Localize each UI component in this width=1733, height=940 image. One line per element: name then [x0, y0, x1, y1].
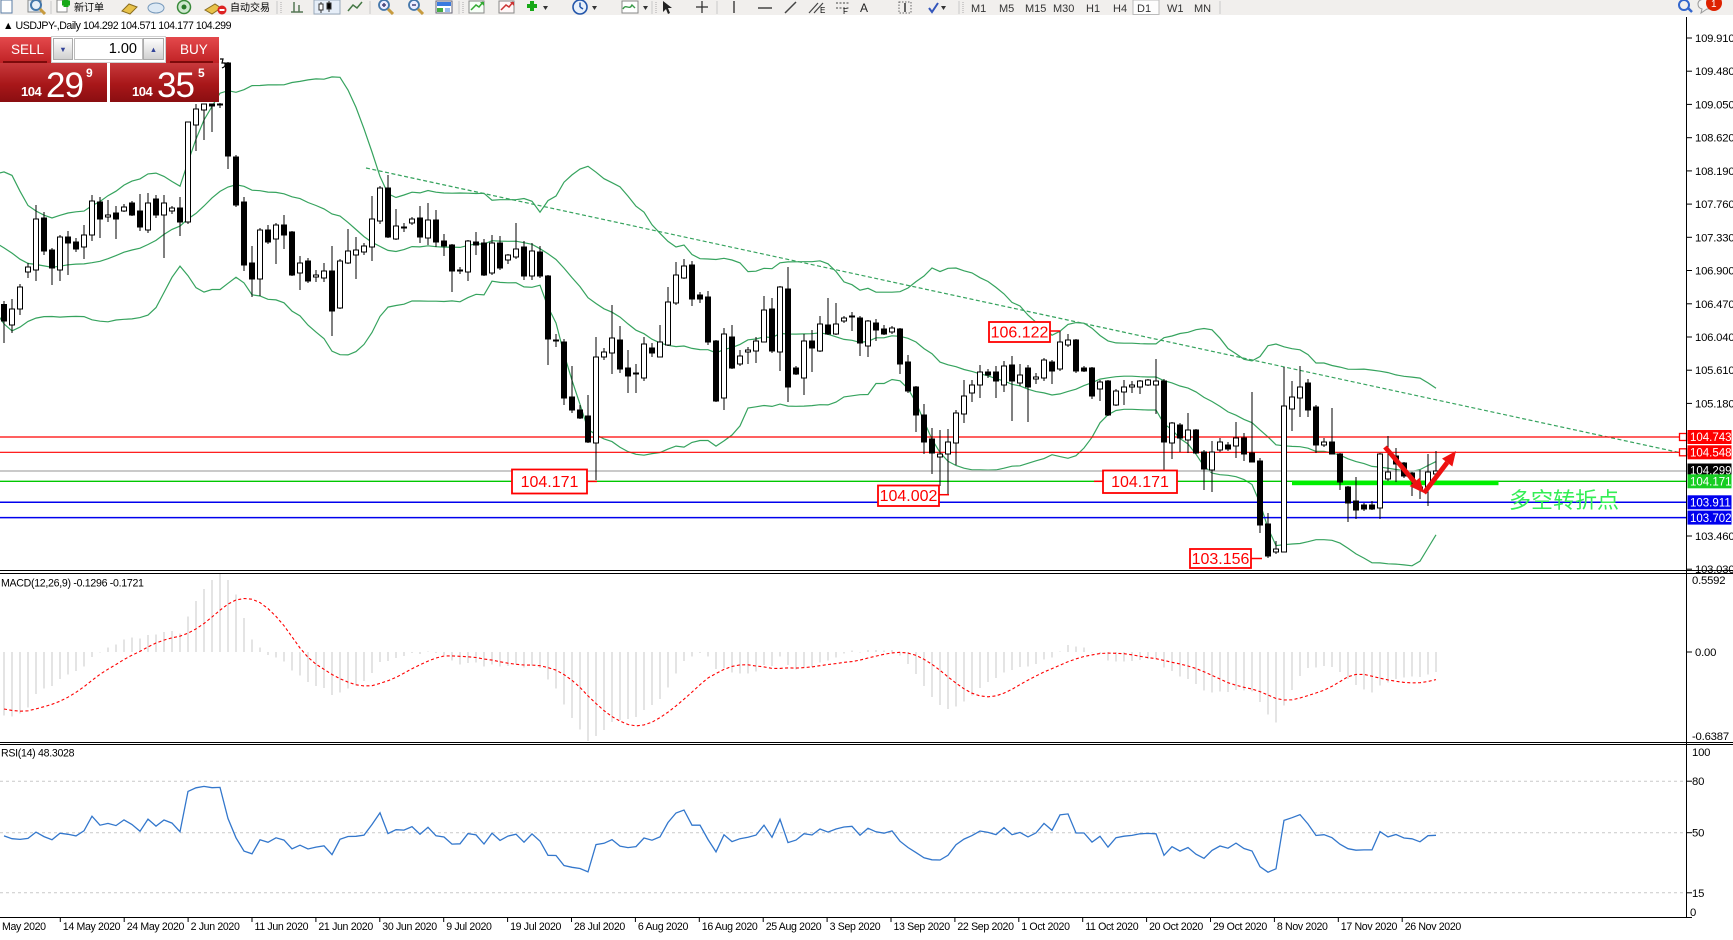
svg-text:MACD(12,26,9) -0.1296 -0.1721: MACD(12,26,9) -0.1296 -0.1721	[1, 578, 144, 590]
svg-text:0: 0	[1690, 907, 1696, 919]
svg-text:24 May 2020: 24 May 2020	[127, 921, 185, 933]
svg-text:D1: D1	[1137, 3, 1151, 15]
svg-text:新订单: 新订单	[74, 1, 104, 14]
svg-text:105.610: 105.610	[1695, 365, 1733, 377]
svg-text:109.480: 109.480	[1695, 66, 1733, 78]
svg-text:104.548: 104.548	[1690, 448, 1732, 460]
svg-text:107.760: 107.760	[1695, 199, 1733, 211]
svg-text:▲ USDJPY-,Daily 104.292 104.5: ▲ USDJPY-,Daily 104.292 104.571 104.177 …	[3, 20, 232, 32]
svg-text:E: E	[820, 6, 825, 15]
svg-text:100: 100	[1692, 747, 1710, 759]
svg-text:MN: MN	[1194, 3, 1211, 15]
svg-text:3 Sep 2020: 3 Sep 2020	[830, 921, 881, 933]
svg-text:11 Jun 2020: 11 Jun 2020	[255, 921, 309, 933]
svg-text:6 Aug 2020: 6 Aug 2020	[638, 921, 689, 933]
svg-text:104.743: 104.743	[1690, 432, 1732, 444]
svg-text:106.122: 106.122	[991, 325, 1049, 342]
svg-text:1 Oct 2020: 1 Oct 2020	[1021, 921, 1070, 933]
svg-text:0.00: 0.00	[1695, 647, 1716, 659]
svg-text:28 Jul 2020: 28 Jul 2020	[574, 921, 625, 933]
svg-text:19 Jul 2020: 19 Jul 2020	[510, 921, 561, 933]
svg-text:A: A	[860, 1, 868, 15]
svg-text:F: F	[843, 7, 848, 15]
svg-text:25 Aug 2020: 25 Aug 2020	[766, 921, 822, 933]
svg-text:21 Jun 2020: 21 Jun 2020	[318, 921, 373, 933]
svg-text:M5: M5	[999, 3, 1014, 15]
svg-text:50: 50	[1692, 828, 1704, 840]
svg-text:107.330: 107.330	[1695, 232, 1733, 244]
svg-text:H4: H4	[1113, 3, 1127, 15]
svg-text:M15: M15	[1025, 3, 1046, 15]
svg-text:9 Jul 2020: 9 Jul 2020	[446, 921, 492, 933]
svg-text:11 Oct 2020: 11 Oct 2020	[1085, 921, 1139, 933]
svg-text:H1: H1	[1086, 3, 1100, 15]
svg-text:May 2020: May 2020	[2, 921, 46, 933]
svg-text:106.040: 106.040	[1695, 332, 1733, 344]
svg-text:8 Nov 2020: 8 Nov 2020	[1277, 921, 1328, 933]
svg-text:104.171: 104.171	[1111, 474, 1169, 491]
svg-text:14 May 2020: 14 May 2020	[63, 921, 121, 933]
svg-text:26 Nov 2020: 26 Nov 2020	[1405, 921, 1462, 933]
svg-text:多空转折点: 多空转折点	[1509, 488, 1619, 513]
svg-text:22 Sep 2020: 22 Sep 2020	[957, 921, 1014, 933]
svg-text:1: 1	[1711, 0, 1717, 10]
svg-text:106.470: 106.470	[1695, 299, 1733, 311]
svg-text:108.190: 108.190	[1695, 166, 1733, 178]
svg-text:自动交易: 自动交易	[230, 1, 270, 14]
svg-text:M1: M1	[971, 3, 986, 15]
svg-text:2 Jun 2020: 2 Jun 2020	[191, 921, 240, 933]
svg-text:109.050: 109.050	[1695, 99, 1733, 111]
svg-text:16 Aug 2020: 16 Aug 2020	[702, 921, 758, 933]
svg-text:104.171: 104.171	[521, 474, 579, 491]
svg-text:103.156: 103.156	[1192, 551, 1250, 568]
svg-text:103.911: 103.911	[1690, 498, 1731, 510]
svg-text:0.5592: 0.5592	[1692, 575, 1725, 587]
svg-text:M30: M30	[1053, 3, 1074, 15]
svg-text:20 Oct 2020: 20 Oct 2020	[1149, 921, 1203, 933]
svg-text:RSI(14) 48.3028: RSI(14) 48.3028	[1, 748, 75, 760]
svg-text:13 Sep 2020: 13 Sep 2020	[894, 921, 951, 933]
svg-text:104.002: 104.002	[880, 488, 938, 505]
svg-text:15: 15	[1692, 888, 1704, 900]
svg-text:104.171: 104.171	[1690, 477, 1732, 489]
svg-text:W1: W1	[1167, 3, 1184, 15]
svg-text:103.030: 103.030	[1695, 564, 1733, 576]
svg-text:-0.6387: -0.6387	[1692, 731, 1729, 743]
svg-text:103.702: 103.702	[1690, 513, 1732, 525]
svg-text:80: 80	[1692, 776, 1704, 788]
svg-text:103.460: 103.460	[1695, 531, 1733, 543]
svg-text:30 Jun 2020: 30 Jun 2020	[382, 921, 437, 933]
svg-text:105.180: 105.180	[1695, 398, 1733, 410]
svg-text:106.900: 106.900	[1695, 266, 1733, 278]
svg-text:108.620: 108.620	[1695, 133, 1733, 145]
svg-text:17 Nov 2020: 17 Nov 2020	[1341, 921, 1398, 933]
svg-text:109.910: 109.910	[1695, 33, 1733, 45]
svg-text:29 Oct 2020: 29 Oct 2020	[1213, 921, 1267, 933]
